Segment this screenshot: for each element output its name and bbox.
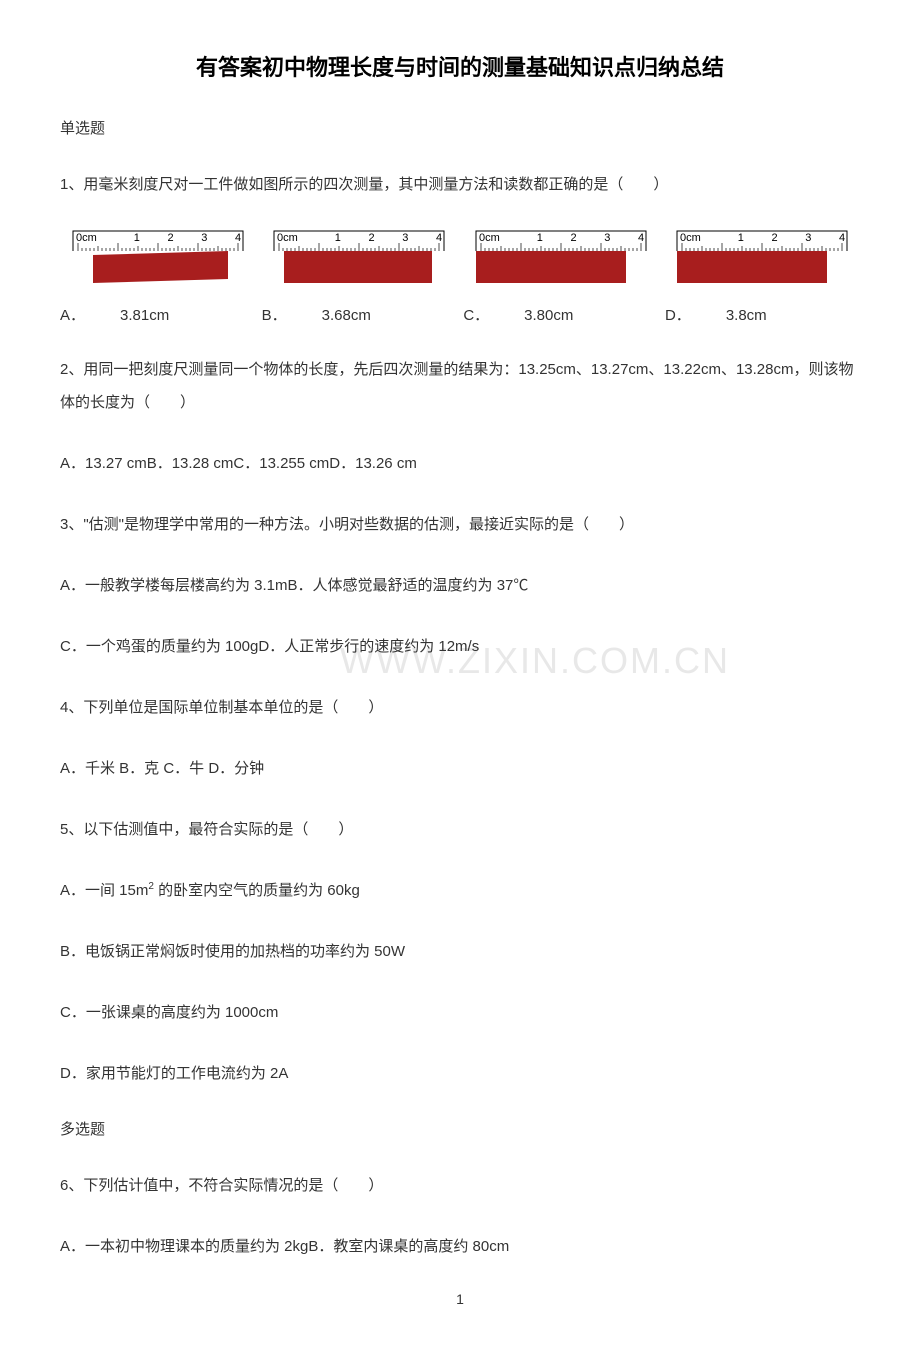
ruler-row: 0cm 1 2 3 4 0cm 1 2 3 4 0cm 1 2 3 4 0cm 1 2 3 4	[60, 229, 860, 299]
question-3-options-line1: A．一般教学楼每层楼高约为 3.1mB．人体感觉最舒适的温度约为 37℃	[60, 569, 860, 602]
section-multi-label: 多选题	[60, 1118, 860, 1139]
q1-option-value: 3.8cm	[726, 307, 767, 324]
q1-option-label-1: B． 3.68cm	[262, 304, 457, 325]
q1-option-letter: C．	[463, 304, 489, 325]
svg-text:1: 1	[738, 232, 744, 244]
ruler-option-2: 0cm 1 2 3 4	[463, 229, 658, 299]
svg-text:0cm: 0cm	[277, 232, 298, 244]
page-number: 1	[60, 1291, 860, 1307]
question-6-options: A．一本初中物理课本的质量约为 2kgB．教室内课桌的高度约 80cm	[60, 1230, 860, 1263]
svg-text:3: 3	[604, 232, 610, 244]
svg-text:3: 3	[201, 232, 207, 244]
page-title: 有答案初中物理长度与时间的测量基础知识点归纳总结	[60, 50, 860, 82]
q1-option-labels: A． 3.81cm B． 3.68cm C． 3.80cm D． 3.8cm	[60, 304, 860, 325]
question-5-optC: C．一张课桌的高度约为 1000cm	[60, 996, 860, 1029]
question-4-text: 4、下列单位是国际单位制基本单位的是（ ）	[60, 691, 860, 724]
svg-text:3: 3	[402, 232, 408, 244]
svg-text:4: 4	[839, 232, 845, 244]
q5-optA-prefix: A．一间 15m	[60, 882, 148, 899]
svg-text:0cm: 0cm	[76, 232, 97, 244]
svg-text:4: 4	[638, 232, 644, 244]
ruler-diagram-0: 0cm 1 2 3 4	[68, 229, 248, 299]
ruler-diagram-1: 0cm 1 2 3 4	[269, 229, 449, 299]
svg-text:1: 1	[335, 232, 341, 244]
q1-option-value: 3.68cm	[322, 307, 371, 324]
svg-text:2: 2	[369, 232, 375, 244]
q1-option-value: 3.80cm	[524, 307, 573, 324]
question-6-text: 6、下列估计值中，不符合实际情况的是（ ）	[60, 1169, 860, 1202]
q1-option-label-0: A． 3.81cm	[60, 304, 255, 325]
question-3-options-line2: C．一个鸡蛋的质量约为 100gD．人正常步行的速度约为 12m/s	[60, 630, 860, 663]
q1-option-letter: A．	[60, 304, 85, 325]
question-5-optB: B．电饭锅正常焖饭时使用的加热档的功率约为 50W	[60, 935, 860, 968]
q5-optA-rest: 的卧室内空气的质量约为 60kg	[154, 882, 360, 899]
svg-text:2: 2	[167, 232, 173, 244]
ruler-option-3: 0cm 1 2 3 4	[665, 229, 860, 299]
q1-option-letter: D．	[665, 304, 691, 325]
q1-option-label-3: D． 3.8cm	[665, 304, 860, 325]
svg-text:4: 4	[235, 232, 241, 244]
question-1-text: 1、用毫米刻度尺对一工件做如图所示的四次测量，其中测量方法和读数都正确的是（ ）	[60, 168, 860, 201]
svg-text:1: 1	[133, 232, 139, 244]
question-5-optD: D．家用节能灯的工作电流约为 2A	[60, 1057, 860, 1090]
q1-option-label-2: C． 3.80cm	[463, 304, 658, 325]
svg-text:0cm: 0cm	[479, 232, 500, 244]
question-2-text: 2、用同一把刻度尺测量同一个物体的长度，先后四次测量的结果为：13.25cm、1…	[60, 353, 860, 419]
ruler-diagram-3: 0cm 1 2 3 4	[672, 229, 852, 299]
svg-text:2: 2	[570, 232, 576, 244]
question-5-text: 5、以下估测值中，最符合实际的是（ ）	[60, 813, 860, 846]
ruler-option-0: 0cm 1 2 3 4	[60, 229, 255, 299]
section-single-label: 单选题	[60, 117, 860, 138]
q1-option-value: 3.81cm	[120, 307, 169, 324]
ruler-diagram-2: 0cm 1 2 3 4	[471, 229, 651, 299]
svg-text:3: 3	[806, 232, 812, 244]
question-4-options: A．千米 B．克 C．牛 D．分钟	[60, 752, 860, 785]
svg-text:2: 2	[772, 232, 778, 244]
question-5-optA: A．一间 15m2 的卧室内空气的质量约为 60kg	[60, 874, 860, 907]
q1-option-letter: B．	[262, 304, 287, 325]
svg-text:1: 1	[537, 232, 543, 244]
svg-text:0cm: 0cm	[680, 232, 701, 244]
ruler-option-1: 0cm 1 2 3 4	[262, 229, 457, 299]
svg-text:4: 4	[436, 232, 442, 244]
question-2-options: A．13.27 cmB．13.28 cmC．13.255 cmD．13.26 c…	[60, 447, 860, 480]
question-3-text: 3、"估测"是物理学中常用的一种方法。小明对些数据的估测，最接近实际的是（ ）	[60, 508, 860, 541]
